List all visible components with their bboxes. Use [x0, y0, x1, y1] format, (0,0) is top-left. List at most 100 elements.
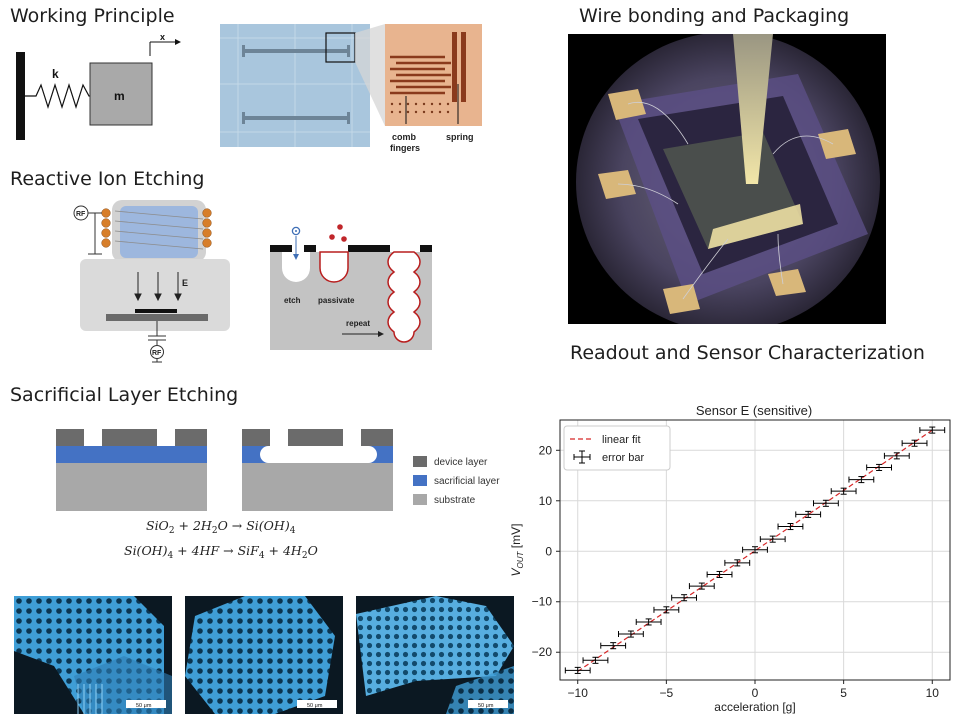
- scale-bar-2: 50 μm: [307, 703, 323, 709]
- y-tick-label: −20: [532, 645, 553, 659]
- wall: [16, 52, 25, 140]
- data-point: [848, 476, 875, 484]
- rf-label-top: RF: [76, 211, 86, 218]
- data-point: [653, 606, 680, 614]
- data-point: [564, 666, 591, 674]
- deep-trench: [387, 251, 421, 343]
- working-principle-title: Working Principle: [10, 5, 175, 27]
- axis-label: x: [160, 32, 165, 42]
- axis-arrow-head: [175, 39, 181, 45]
- legend-points-label: error bar: [602, 452, 645, 464]
- legend-sacrificial-swatch: [413, 475, 427, 486]
- legend-fit-label: linear fit: [602, 434, 641, 446]
- released-gap: [260, 446, 377, 463]
- data-point: [688, 582, 715, 590]
- data-point: [706, 570, 733, 579]
- micrograph-3: 50 μm: [356, 596, 514, 714]
- data-point: [866, 463, 892, 471]
- x-tick-label: −5: [660, 686, 674, 700]
- sacrificial-left: [56, 446, 207, 463]
- y-axis-label: VOUT [mV]: [509, 524, 525, 577]
- coil-turns: [101, 208, 212, 248]
- sacrificial-layer-diagram: device layer sacrificial layer substrate: [56, 429, 500, 511]
- data-point: [582, 656, 609, 664]
- bosch-process-diagram: etch passivate repeat: [270, 224, 432, 350]
- x-tick-label: 10: [926, 686, 940, 700]
- reactive-ion-etching-title: Reactive Ion Etching: [10, 168, 205, 190]
- bonding-tool: [733, 34, 773, 184]
- bond-wires: [617, 102, 834, 300]
- y-tick-label: 20: [539, 443, 553, 457]
- x-tick-label: 5: [840, 686, 847, 700]
- comb-drive-micrograph: comb fingers spring: [220, 24, 482, 153]
- rf-label-bottom: RF: [152, 350, 162, 357]
- rie-chamber-diagram: RF E RF: [73, 200, 230, 363]
- data-point: [795, 510, 822, 518]
- spring-label: k: [52, 67, 59, 81]
- data-point: [635, 618, 662, 626]
- mask-3: [348, 245, 390, 252]
- electrode: [106, 314, 208, 321]
- chart-title: Sensor E (sensitive): [696, 403, 812, 418]
- comb-label-1: comb: [392, 132, 417, 142]
- equation-2: Si(OH)4 + 4HF → SiF4 + 4H2O: [124, 543, 318, 561]
- data-point: [671, 594, 697, 602]
- comb-label-2: fingers: [390, 143, 420, 153]
- legend-substrate-label: substrate: [434, 495, 476, 506]
- data-point: [600, 642, 627, 650]
- readout-title: Readout and Sensor Characterization: [570, 342, 925, 364]
- spring-mass-diagram: k m x: [16, 32, 181, 140]
- field-arrows: [134, 272, 182, 302]
- comb-fingers: [390, 55, 451, 95]
- mask-4: [420, 245, 432, 252]
- equation-1: SiO2 + 2H2O → Si(OH)4: [146, 518, 296, 536]
- passivate-cavity: [319, 251, 349, 283]
- legend-errorbar-marker: [573, 450, 591, 464]
- x-tick-label: −10: [568, 686, 589, 700]
- repeat-label: repeat: [346, 319, 370, 328]
- sacrificial-layer-etching-title: Sacrificial Layer Etching: [10, 384, 239, 406]
- etch-label: etch: [284, 296, 301, 305]
- data-point: [919, 426, 946, 434]
- plasma: [120, 206, 198, 258]
- mask-2: [304, 245, 316, 252]
- spring-beam: [452, 32, 457, 102]
- mass-block: [89, 62, 153, 126]
- passivate-label: passivate: [318, 296, 355, 305]
- data-point: [830, 487, 857, 495]
- data-point: [759, 535, 786, 543]
- scale-bar-1: 50 μm: [136, 703, 152, 709]
- legend-device-label: device layer: [434, 457, 488, 468]
- x-tick-label: 0: [752, 686, 759, 700]
- wafer: [135, 309, 177, 313]
- x-axis-label: acceleration [g]: [714, 700, 795, 714]
- scale-bar-3: 50 μm: [478, 703, 494, 709]
- spring-label: spring: [446, 132, 474, 142]
- radical-3: [341, 236, 347, 242]
- mask-1: [270, 245, 292, 252]
- data-point: [777, 522, 804, 531]
- chart-legend: linear fit error bar: [563, 425, 671, 471]
- field-label: E: [182, 278, 188, 288]
- y-tick-label: −10: [532, 595, 553, 609]
- legend-sacrificial-label: sacrificial layer: [434, 476, 500, 487]
- data-point: [813, 499, 839, 507]
- y-tick-label: 0: [545, 544, 552, 558]
- sensor-chart: Sensor E (sensitive) −10 −5 0 5 10 −20 −10 0 10 2…: [509, 403, 951, 714]
- etch-cavity: [282, 252, 310, 282]
- zoom-projection: [355, 24, 385, 126]
- data-point: [618, 630, 644, 638]
- radical-1: [329, 234, 335, 240]
- substrate-left: [56, 463, 207, 511]
- data-point: [742, 546, 768, 554]
- data-point: [883, 452, 910, 460]
- wire-bonding-photo: [568, 34, 886, 324]
- data-point: [901, 439, 928, 447]
- data-point: [724, 559, 751, 567]
- substrate-right: [242, 463, 393, 511]
- micrograph-2: 50 μm: [185, 596, 343, 714]
- mass-label: m: [114, 89, 125, 103]
- spring: [25, 83, 90, 109]
- radical-2: [337, 224, 343, 230]
- wire-bonding-title: Wire bonding and Packaging: [579, 5, 850, 27]
